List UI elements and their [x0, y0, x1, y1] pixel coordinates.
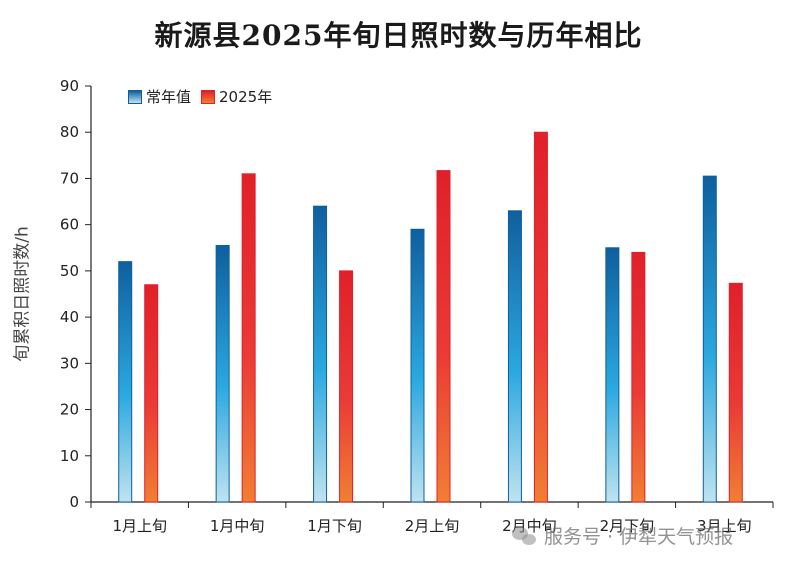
- x-tick-label: 1月下旬: [307, 517, 362, 535]
- y-tick-label: 20: [60, 401, 79, 419]
- legend-item-normal: 常年值: [128, 86, 191, 107]
- bar-normal: [313, 205, 328, 503]
- x-tick-label: 2月下旬: [600, 517, 655, 535]
- y-tick-label: 30: [60, 354, 79, 372]
- chart-title: 新源县2025年旬日照时数与历年相比: [154, 19, 643, 52]
- x-tick-label: 3月上旬: [697, 517, 752, 535]
- y-tick-label: 60: [60, 216, 79, 234]
- bar-normal: [605, 247, 620, 503]
- y-tick-label: 90: [60, 77, 79, 95]
- bar-2025: [631, 251, 646, 503]
- bar-normal: [410, 228, 425, 503]
- x-tick-label: 2月上旬: [405, 517, 460, 535]
- y-tick-label: 80: [60, 123, 79, 141]
- bar-2025: [241, 173, 256, 503]
- y-tick-label: 10: [60, 447, 79, 465]
- bar-normal: [702, 175, 717, 503]
- bar-normal: [507, 210, 522, 503]
- x-tick-label: 1月上旬: [112, 517, 167, 535]
- wechat-icon: [512, 525, 538, 547]
- legend-swatch-2025: [201, 89, 216, 104]
- legend: 常年值 2025年: [128, 86, 272, 107]
- legend-label-2025: 2025年: [219, 88, 273, 106]
- bar-2025: [728, 282, 743, 503]
- y-tick-label: 40: [60, 308, 79, 326]
- bar-2025: [533, 131, 548, 503]
- y-tick-label: 0: [69, 493, 79, 511]
- y-tick-label: 70: [60, 169, 79, 187]
- legend-label-normal: 常年值: [146, 88, 192, 106]
- bar-2025: [144, 284, 159, 503]
- bar-2025: [339, 270, 354, 503]
- watermark-text: 服务号 · 伊犁天气预报: [544, 526, 734, 548]
- bar-normal: [118, 261, 133, 503]
- bar-normal: [215, 244, 230, 503]
- legend-item-2025: 2025年: [201, 86, 272, 107]
- watermark: 服务号 · 伊犁天气预报: [512, 522, 733, 549]
- y-tick-label: 50: [60, 262, 79, 280]
- legend-swatch-normal: [128, 89, 142, 104]
- x-tick-label: 1月中旬: [210, 517, 265, 535]
- bar-2025: [436, 170, 451, 503]
